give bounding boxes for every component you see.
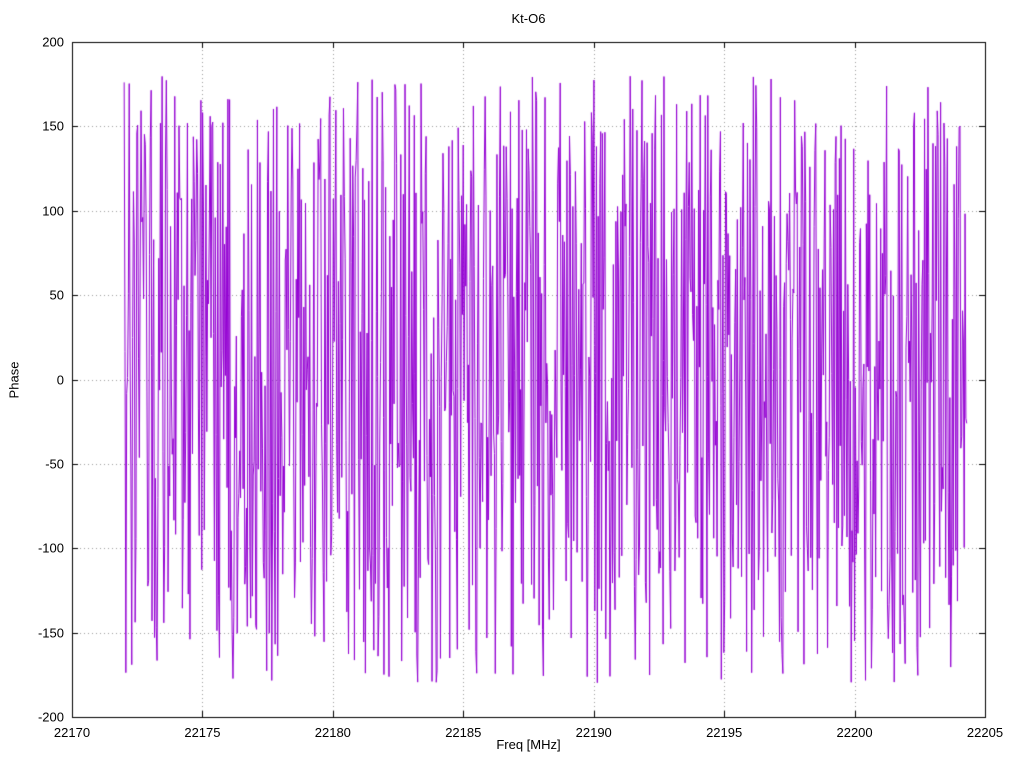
x-tick-label: 22170: [53, 725, 91, 740]
x-axis-title: Freq [MHz]: [496, 737, 561, 752]
x-tick-label: 22200: [836, 725, 873, 740]
x-tick-label: 22205: [966, 725, 1004, 740]
x-tick-label: 22195: [706, 725, 743, 740]
y-tick-label: 50: [49, 287, 64, 303]
y-tick-label: -200: [37, 709, 64, 725]
y-tick-label: -100: [37, 540, 64, 556]
y-tick-label: 200: [42, 34, 64, 50]
y-tick-label: 100: [42, 203, 64, 219]
x-tick-label: 22180: [314, 725, 351, 740]
x-tick-label: 22175: [184, 725, 221, 740]
y-tick-label: 0: [56, 372, 64, 387]
y-tick-label: -150: [37, 625, 64, 641]
y-tick-label: -50: [45, 456, 64, 472]
x-tick-label: 22190: [575, 725, 612, 740]
chart-title: Kt-O6: [511, 11, 546, 26]
y-tick-label: 150: [42, 118, 64, 134]
x-tick-label: 22185: [445, 725, 482, 740]
